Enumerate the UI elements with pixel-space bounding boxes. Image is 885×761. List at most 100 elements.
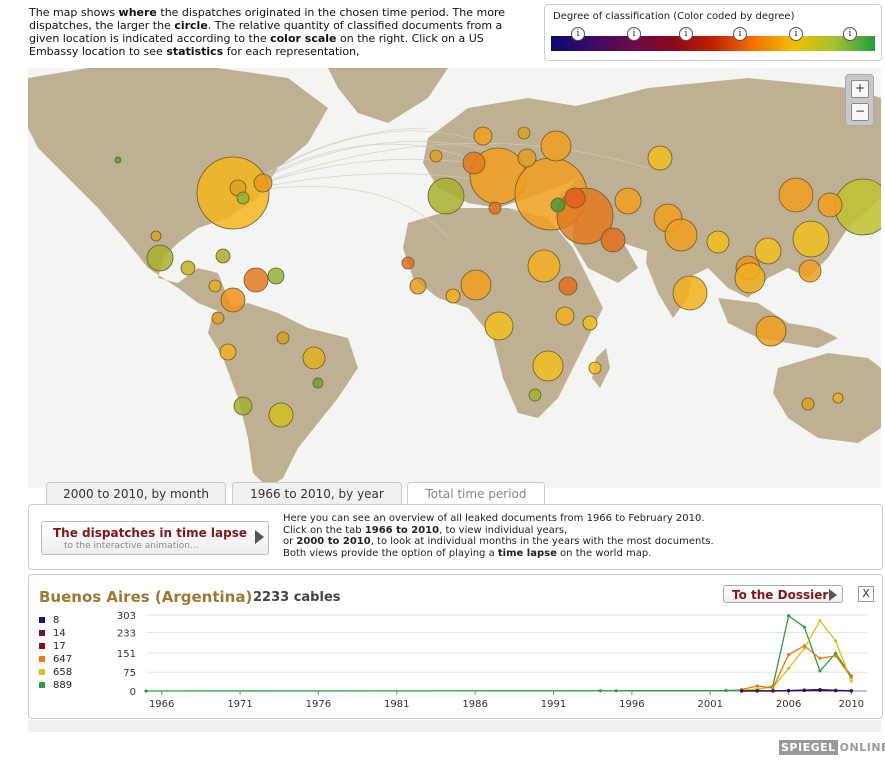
embassy-circle[interactable] [219,343,237,361]
series-line [741,645,852,691]
info-icon[interactable]: i [627,27,641,41]
color-scale-bar [551,36,875,51]
info-icon[interactable]: i [733,27,747,41]
embassy-circle[interactable] [832,392,844,404]
embassy-circle[interactable] [527,249,561,283]
embassy-statistics: Buenos Aires (Argentina) 2233 cables To … [28,574,883,719]
zoom-in-button[interactable]: + [851,80,869,98]
embassy-circle[interactable] [614,187,642,215]
embassy-circle[interactable] [484,311,514,341]
x-tick-label: 2010 [839,699,864,710]
embassy-circle[interactable] [114,156,122,164]
embassy-circle[interactable] [734,262,766,294]
embassy-circle[interactable] [429,149,443,163]
legend-swatch [39,656,45,662]
embassy-circle[interactable] [215,248,231,264]
legend-item: 14 [39,628,66,640]
embassy-circle[interactable] [473,126,493,146]
panel-line: Both views provide the option of playing… [283,547,652,559]
embassy-circle[interactable] [488,201,502,215]
embassy-circle[interactable] [180,260,196,276]
data-point [598,689,603,693]
x-tick-label: 1986 [462,699,487,710]
dossier-button[interactable]: To the Dossier [723,585,843,603]
embassy-circle[interactable] [550,197,566,213]
embassy-circle[interactable] [555,306,575,326]
data-point [614,689,618,693]
data-point [834,689,838,693]
tab-2000-2010-by-month[interactable]: 2000 to 2010, by month [46,482,226,505]
connection-lines [234,127,649,239]
info-icon[interactable]: i [789,27,803,41]
embassy-circle[interactable] [302,346,326,370]
info-icon[interactable]: i [843,27,857,41]
embassy-circle[interactable] [792,220,830,258]
legend-item: 647 [39,654,72,666]
embassy-circle[interactable] [817,192,843,218]
embassy-circle[interactable] [243,267,269,293]
embassy-circle[interactable] [600,227,626,253]
embassy-circle[interactable] [582,315,598,331]
embassy-circle[interactable] [706,230,730,254]
embassy-circle[interactable] [588,361,602,375]
time-period-tabs: 2000 to 2010, by month 1966 to 2010, by … [28,482,881,506]
embassy-circle[interactable] [664,218,698,252]
data-point [834,654,838,658]
embassy-circle[interactable] [409,277,427,295]
embassy-circle[interactable] [540,130,572,162]
embassy-circle[interactable] [220,287,246,313]
y-tick-label: 151 [117,649,136,660]
play-arrow-icon [255,530,264,544]
embassy-circle[interactable] [267,267,285,285]
embassy-circle[interactable] [146,244,174,272]
embassy-circle[interactable] [517,126,531,140]
time-lapse-button[interactable]: The dispatches in time lapse to the inte… [41,521,269,555]
x-tick-label: 1991 [541,699,566,710]
embassy-circle[interactable] [253,173,273,193]
data-point [724,688,728,693]
tab-1966-2010-by-year[interactable]: 1966 to 2010, by year [232,482,402,505]
embassy-circle[interactable] [672,275,708,311]
embassy-circle[interactable] [208,279,222,293]
embassy-circle[interactable] [460,269,492,301]
embassy-circle[interactable] [211,311,225,325]
y-tick-label: 303 [117,611,136,622]
embassy-circle[interactable] [801,397,815,411]
data-point [771,689,775,693]
y-tick-label: 0 [130,687,136,698]
time-lapse-title: The dispatches in time lapse [53,526,248,540]
data-point [802,646,806,650]
embassy-circle[interactable] [150,230,162,242]
tab-total-time-period[interactable]: Total time period [407,482,545,506]
data-point [818,669,822,673]
info-icon[interactable]: i [679,27,693,41]
embassy-circle[interactable] [778,177,814,213]
embassy-circle[interactable] [558,276,578,296]
embassy-circle[interactable] [401,256,415,270]
zoom-out-button[interactable]: − [851,103,869,121]
time-lapse-subtitle: to the interactive animation... [64,541,199,551]
embassy-circle[interactable] [564,187,586,209]
greenland [328,68,448,123]
embassy-circle[interactable] [236,191,250,205]
embassy-circle[interactable] [312,377,324,389]
embassy-circle[interactable] [528,388,542,402]
info-icon[interactable]: i [571,27,585,41]
embassy-circle[interactable] [532,350,564,382]
x-tick-label: 1971 [227,699,252,710]
embassy-circle[interactable] [755,315,787,347]
embassy-circle[interactable] [445,288,461,304]
close-button[interactable]: X [858,586,874,602]
embassy-circle[interactable] [268,402,294,428]
world-map[interactable] [28,68,881,488]
embassy-circle[interactable] [647,145,673,171]
embassy-circle[interactable] [427,177,465,215]
embassy-circle[interactable] [276,331,290,345]
embassy-circle[interactable] [798,259,822,283]
embassy-circle[interactable] [462,151,486,175]
embassy-circle[interactable] [233,396,253,416]
panel-line: Click on the tab 1966 to 2010, to view i… [283,524,568,536]
embassy-circle[interactable] [517,148,537,168]
series-line [741,689,852,692]
embassy-circle[interactable] [754,237,782,265]
